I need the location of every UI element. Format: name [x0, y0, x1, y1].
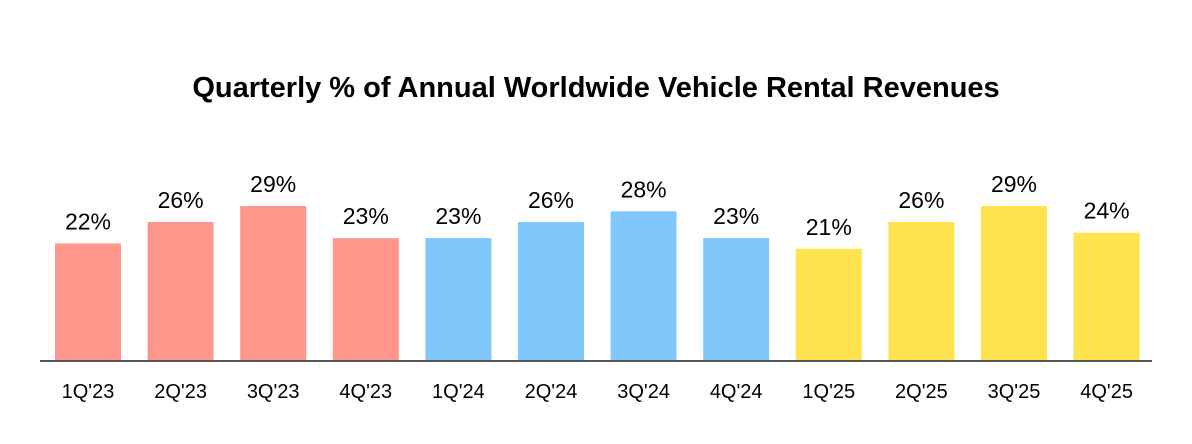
x-tick-label-3Q'24: 3Q'24	[617, 381, 670, 403]
x-tick-label-4Q'25: 4Q'25	[1080, 381, 1133, 403]
bar-3Q'25	[981, 206, 1047, 361]
x-tick-label-1Q'24: 1Q'24	[432, 381, 485, 403]
x-tick-label-4Q'24: 4Q'24	[710, 381, 763, 403]
value-label-1Q'23: 22%	[65, 208, 111, 234]
value-label-1Q'24: 23%	[435, 203, 481, 229]
bar-2Q'25	[888, 222, 955, 361]
value-label-3Q'25: 29%	[991, 171, 1037, 197]
x-tick-label-2Q'23: 2Q'23	[154, 381, 207, 403]
value-label-2Q'24: 26%	[528, 187, 574, 213]
x-tick-label-2Q'25: 2Q'25	[895, 381, 948, 403]
bar-2Q'24	[518, 222, 584, 361]
bar-4Q'24	[703, 238, 770, 361]
value-label-1Q'25: 21%	[806, 214, 852, 240]
value-label-4Q'25: 24%	[1084, 198, 1130, 224]
value-label-2Q'25: 26%	[898, 187, 944, 213]
bars-group	[55, 206, 1140, 361]
x-tick-label-4Q'23: 4Q'23	[339, 381, 392, 403]
x-tick-label-1Q'25: 1Q'25	[802, 381, 855, 403]
bar-3Q'24	[610, 211, 677, 361]
bar-3Q'23	[240, 206, 307, 361]
x-tick-label-3Q'23: 3Q'23	[247, 381, 300, 403]
x-tick-label-1Q'23: 1Q'23	[62, 381, 115, 403]
value-labels-group: 22% 26% 29% 23% 23% 26% 28% 23% 21% 26% 29% 24%	[65, 171, 1130, 240]
chart-title: Quarterly % of Annual Worldwide Vehicle …	[192, 72, 1000, 104]
value-label-4Q'24: 23%	[713, 203, 759, 229]
bar-2Q'23	[147, 222, 214, 361]
bar-1Q'25	[795, 248, 862, 361]
value-label-3Q'24: 28%	[621, 176, 667, 202]
tick-labels-group: 1Q'23 2Q'23 3Q'23 4Q'23 1Q'24 2Q'24 3Q'24 4Q'24…	[62, 381, 1133, 403]
bar-1Q'24	[425, 238, 492, 361]
value-label-2Q'23: 26%	[158, 187, 204, 213]
value-label-4Q'23: 23%	[343, 203, 389, 229]
value-label-3Q'23: 29%	[250, 171, 296, 197]
bar-4Q'23	[332, 238, 399, 361]
bar-1Q'23	[55, 243, 121, 361]
x-tick-label-3Q'25: 3Q'25	[988, 381, 1041, 403]
x-tick-label-2Q'24: 2Q'24	[525, 381, 578, 403]
bar-4Q'25	[1073, 232, 1140, 361]
